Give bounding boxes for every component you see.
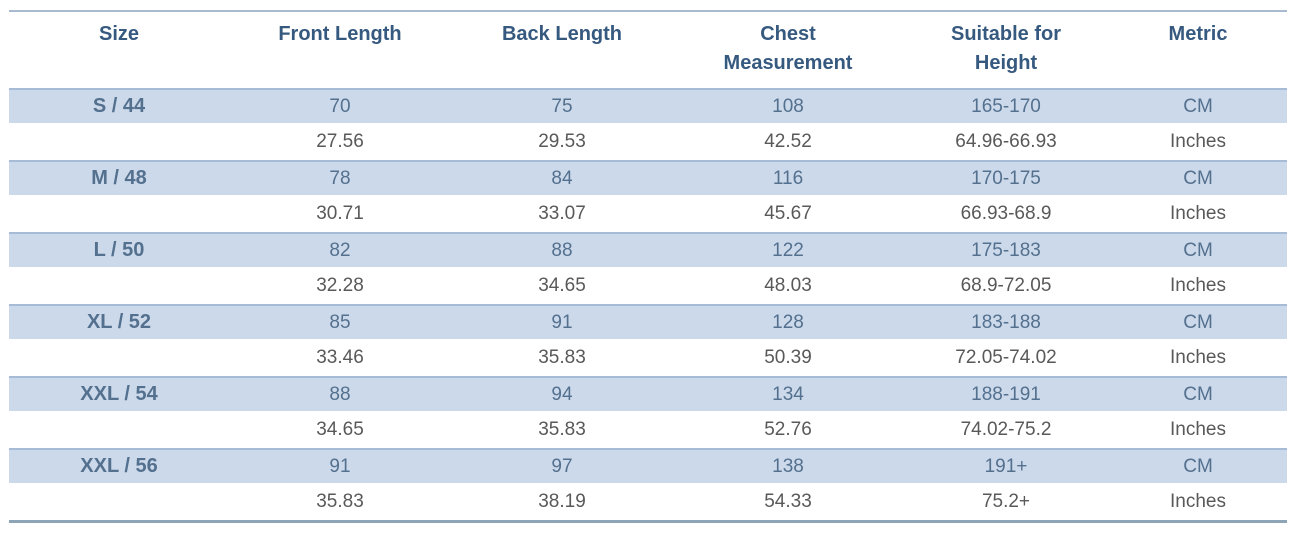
table-row: 32.28 34.65 48.03 68.9-72.05 Inches — [9, 267, 1287, 305]
column-header-height: Suitable for Height — [903, 11, 1109, 89]
cell-size — [9, 339, 229, 377]
cell-size — [9, 123, 229, 161]
table-row: XXL / 56 91 97 138 191+ CM — [9, 448, 1287, 483]
cell-height: 191+ — [903, 448, 1109, 483]
cell-height: 170-175 — [903, 160, 1109, 195]
cell-height: 75.2+ — [903, 483, 1109, 522]
cell-chest: 108 — [673, 88, 903, 123]
cell-chest: 42.52 — [673, 123, 903, 161]
cell-metric: Inches — [1109, 267, 1287, 305]
cell-metric: Inches — [1109, 483, 1287, 522]
cell-front: 85 — [229, 304, 451, 339]
cell-chest: 50.39 — [673, 339, 903, 377]
cell-metric: Inches — [1109, 195, 1287, 233]
cell-size — [9, 483, 229, 522]
cell-metric: CM — [1109, 88, 1287, 123]
table-row: 33.46 35.83 50.39 72.05-74.02 Inches — [9, 339, 1287, 377]
cell-front: 35.83 — [229, 483, 451, 522]
cell-back: 75 — [451, 88, 673, 123]
cell-front: 82 — [229, 232, 451, 267]
cell-back: 88 — [451, 232, 673, 267]
cell-front: 33.46 — [229, 339, 451, 377]
cell-back: 34.65 — [451, 267, 673, 305]
cell-back: 94 — [451, 376, 673, 411]
cell-front: 91 — [229, 448, 451, 483]
cell-front: 30.71 — [229, 195, 451, 233]
table-row: S / 44 70 75 108 165-170 CM — [9, 88, 1287, 123]
cell-back: 35.83 — [451, 339, 673, 377]
cell-back: 97 — [451, 448, 673, 483]
column-header-back: Back Length — [451, 11, 673, 89]
table-body: S / 44 70 75 108 165-170 CM 27.56 29.53 42.52 64.… — [9, 88, 1287, 522]
cell-metric: CM — [1109, 448, 1287, 483]
cell-front: 70 — [229, 88, 451, 123]
table-row: L / 50 82 88 122 175-183 CM — [9, 232, 1287, 267]
cell-height: 64.96-66.93 — [903, 123, 1109, 161]
cell-metric: Inches — [1109, 339, 1287, 377]
cell-back: 33.07 — [451, 195, 673, 233]
cell-size: XL / 52 — [9, 304, 229, 339]
column-header-chest: Chest Measurement — [673, 11, 903, 89]
cell-back: 38.19 — [451, 483, 673, 522]
cell-height: 188-191 — [903, 376, 1109, 411]
cell-metric: Inches — [1109, 411, 1287, 449]
table-row: 30.71 33.07 45.67 66.93-68.9 Inches — [9, 195, 1287, 233]
table-row: XL / 52 85 91 128 183-188 CM — [9, 304, 1287, 339]
cell-size: M / 48 — [9, 160, 229, 195]
cell-height: 74.02-75.2 — [903, 411, 1109, 449]
cell-back: 29.53 — [451, 123, 673, 161]
cell-chest: 52.76 — [673, 411, 903, 449]
cell-metric: Inches — [1109, 123, 1287, 161]
cell-back: 84 — [451, 160, 673, 195]
size-chart-table: Size Front Length Back Length Chest Measure… — [9, 10, 1287, 523]
cell-size — [9, 195, 229, 233]
cell-size: S / 44 — [9, 88, 229, 123]
column-header-front: Front Length — [229, 11, 451, 89]
cell-metric: CM — [1109, 160, 1287, 195]
cell-size — [9, 411, 229, 449]
cell-size — [9, 267, 229, 305]
cell-front: 32.28 — [229, 267, 451, 305]
cell-front: 78 — [229, 160, 451, 195]
cell-front: 27.56 — [229, 123, 451, 161]
cell-chest: 122 — [673, 232, 903, 267]
cell-chest: 138 — [673, 448, 903, 483]
size-chart: Size Front Length Back Length Chest Measure… — [9, 10, 1287, 523]
cell-metric: CM — [1109, 304, 1287, 339]
cell-height: 68.9-72.05 — [903, 267, 1109, 305]
cell-metric: CM — [1109, 376, 1287, 411]
cell-size: XXL / 56 — [9, 448, 229, 483]
cell-chest: 45.67 — [673, 195, 903, 233]
cell-chest: 128 — [673, 304, 903, 339]
header-row: Size Front Length Back Length Chest Measure… — [9, 11, 1287, 89]
cell-back: 91 — [451, 304, 673, 339]
cell-chest: 134 — [673, 376, 903, 411]
cell-chest: 116 — [673, 160, 903, 195]
table-row: 27.56 29.53 42.52 64.96-66.93 Inches — [9, 123, 1287, 161]
column-header-metric: Metric — [1109, 11, 1287, 89]
cell-size: L / 50 — [9, 232, 229, 267]
cell-front: 34.65 — [229, 411, 451, 449]
table-row: 34.65 35.83 52.76 74.02-75.2 Inches — [9, 411, 1287, 449]
cell-height: 165-170 — [903, 88, 1109, 123]
cell-chest: 48.03 — [673, 267, 903, 305]
cell-chest: 54.33 — [673, 483, 903, 522]
table-row: 35.83 38.19 54.33 75.2+ Inches — [9, 483, 1287, 522]
column-header-size: Size — [9, 11, 229, 89]
cell-front: 88 — [229, 376, 451, 411]
cell-back: 35.83 — [451, 411, 673, 449]
cell-height: 72.05-74.02 — [903, 339, 1109, 377]
table-header: Size Front Length Back Length Chest Measure… — [9, 11, 1287, 89]
cell-height: 183-188 — [903, 304, 1109, 339]
table-row: XXL / 54 88 94 134 188-191 CM — [9, 376, 1287, 411]
cell-height: 175-183 — [903, 232, 1109, 267]
table-row: M / 48 78 84 116 170-175 CM — [9, 160, 1287, 195]
cell-height: 66.93-68.9 — [903, 195, 1109, 233]
cell-size: XXL / 54 — [9, 376, 229, 411]
cell-metric: CM — [1109, 232, 1287, 267]
